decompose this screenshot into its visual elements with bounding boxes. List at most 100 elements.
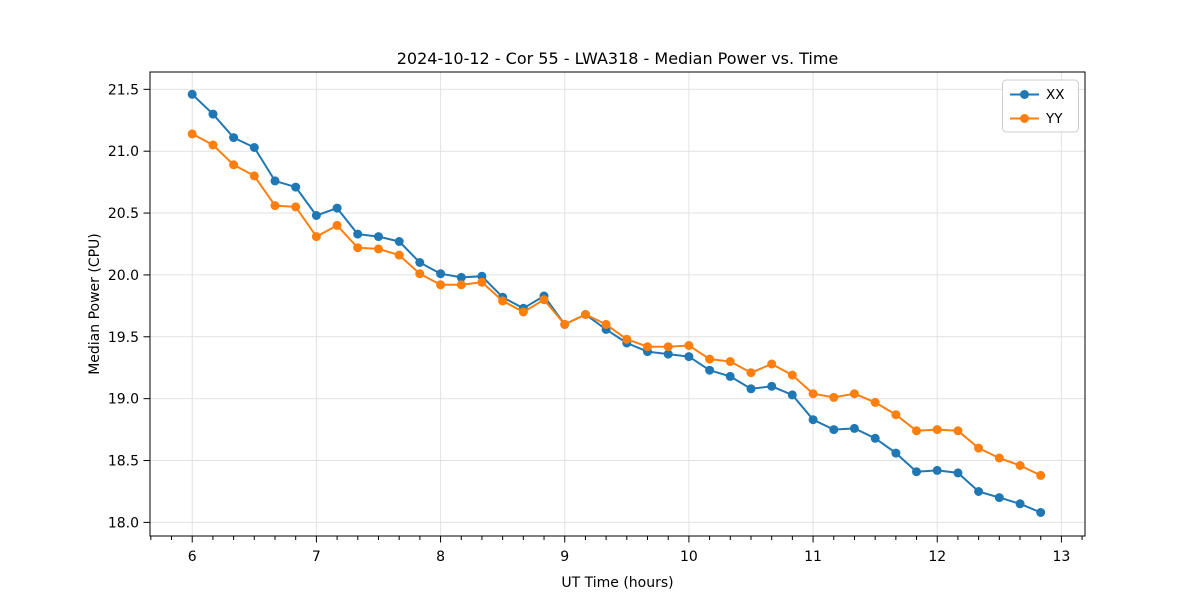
data-point-yy xyxy=(953,426,963,436)
data-point-yy xyxy=(767,359,777,369)
data-point-xx xyxy=(415,258,425,267)
y-tick-label: 21.0 xyxy=(108,144,139,160)
x-tick-label: 9 xyxy=(560,549,569,565)
data-point-yy xyxy=(581,310,590,319)
series-lines xyxy=(187,89,1046,517)
y-tick-label: 19.0 xyxy=(108,392,139,408)
data-point-xx xyxy=(870,433,880,443)
data-point-yy xyxy=(1015,461,1025,470)
data-point-xx xyxy=(249,143,259,152)
data-point-xx xyxy=(994,493,1004,503)
data-point-yy xyxy=(539,295,549,305)
data-point-yy xyxy=(353,243,363,253)
data-point-xx xyxy=(332,203,342,213)
data-point-xx xyxy=(456,272,466,282)
data-point-yy xyxy=(1036,470,1046,480)
data-point-yy xyxy=(291,202,301,212)
y-tick-label: 19.5 xyxy=(108,330,139,346)
y-tick-label: 20.5 xyxy=(108,206,139,222)
data-point-xx xyxy=(1015,499,1025,509)
data-point-yy xyxy=(705,354,715,364)
data-point-yy xyxy=(270,201,280,211)
x-tick-label: 12 xyxy=(928,549,946,565)
y-tick-label: 18.0 xyxy=(108,515,139,531)
data-point-yy xyxy=(870,397,880,407)
x-tick-label: 10 xyxy=(680,549,698,565)
axes-frame xyxy=(149,71,1086,537)
data-point-yy xyxy=(518,307,528,317)
data-point-xx xyxy=(663,349,673,359)
data-point-xx xyxy=(311,211,321,220)
data-point-yy xyxy=(912,426,921,436)
data-point-yy xyxy=(394,250,404,260)
data-point-xx xyxy=(291,182,301,192)
data-point-xx xyxy=(912,467,921,477)
data-point-yy xyxy=(311,232,321,242)
data-point-yy xyxy=(415,269,425,279)
data-point-xx xyxy=(767,381,777,391)
data-point-xx xyxy=(829,425,839,435)
data-point-yy xyxy=(208,140,218,150)
legend-marker-yy xyxy=(1020,114,1029,123)
data-point-xx xyxy=(270,176,280,186)
data-point-xx xyxy=(353,229,363,239)
data-point-yy xyxy=(622,334,632,344)
axis-tick-labels: 6 7 8 9 10 11 12 13 18.0 18.5 19.0 19.5 20.0 20.5 21.0… xyxy=(108,82,1070,565)
data-point-yy xyxy=(498,296,508,306)
data-point-yy xyxy=(643,342,652,352)
data-point-xx xyxy=(208,109,218,119)
legend: XX YY xyxy=(1002,79,1079,133)
data-point-yy xyxy=(601,319,611,329)
data-point-yy xyxy=(994,453,1004,463)
data-point-xx xyxy=(932,465,942,475)
data-point-xx xyxy=(229,133,239,143)
legend-label-xx: XX xyxy=(1046,87,1065,103)
data-point-xx xyxy=(1036,508,1046,517)
series-line-yy xyxy=(191,132,1042,477)
legend-box xyxy=(1002,79,1079,133)
data-point-yy xyxy=(477,277,487,287)
y-tick-label: 21.5 xyxy=(108,82,139,98)
data-point-yy xyxy=(249,171,259,181)
data-point-yy xyxy=(849,389,859,399)
x-tick-label: 8 xyxy=(436,549,445,565)
data-point-yy xyxy=(456,280,466,290)
data-point-yy xyxy=(725,357,735,366)
data-point-xx xyxy=(953,468,963,478)
data-point-xx xyxy=(849,423,859,433)
data-point-xx xyxy=(705,365,715,375)
chart-title: 2024-10-12 - Cor 55 - LWA318 - Median Po… xyxy=(397,49,839,68)
data-point-xx xyxy=(725,371,735,381)
data-point-yy xyxy=(746,368,756,378)
y-tick-label: 18.5 xyxy=(108,454,139,470)
x-tick-label: 13 xyxy=(1052,549,1070,565)
data-point-yy xyxy=(560,319,570,329)
data-point-xx xyxy=(394,237,404,246)
data-point-yy xyxy=(808,389,818,399)
data-point-yy xyxy=(374,244,383,254)
data-point-xx xyxy=(374,232,383,242)
x-axis-label: UT Time (hours) xyxy=(561,575,673,591)
data-point-yy xyxy=(684,341,694,350)
x-tick-label: 6 xyxy=(188,549,197,565)
data-point-xx xyxy=(808,415,818,425)
data-point-xx xyxy=(684,352,694,362)
data-point-yy xyxy=(663,342,673,352)
data-point-xx xyxy=(187,89,197,99)
data-point-xx xyxy=(974,487,984,496)
y-axis-label: Median Power (CPU) xyxy=(87,233,103,375)
data-point-yy xyxy=(187,129,197,139)
series-line-xx xyxy=(191,93,1042,514)
data-point-yy xyxy=(332,220,342,230)
x-tick-label: 7 xyxy=(312,549,321,565)
legend-marker-xx xyxy=(1020,90,1029,99)
data-point-xx xyxy=(746,384,756,394)
data-point-yy xyxy=(974,443,984,453)
data-point-xx xyxy=(891,448,901,458)
data-point-yy xyxy=(932,425,942,435)
x-tick-label: 11 xyxy=(804,549,822,565)
data-point-yy xyxy=(891,410,901,420)
axis-ticks xyxy=(143,88,1083,543)
